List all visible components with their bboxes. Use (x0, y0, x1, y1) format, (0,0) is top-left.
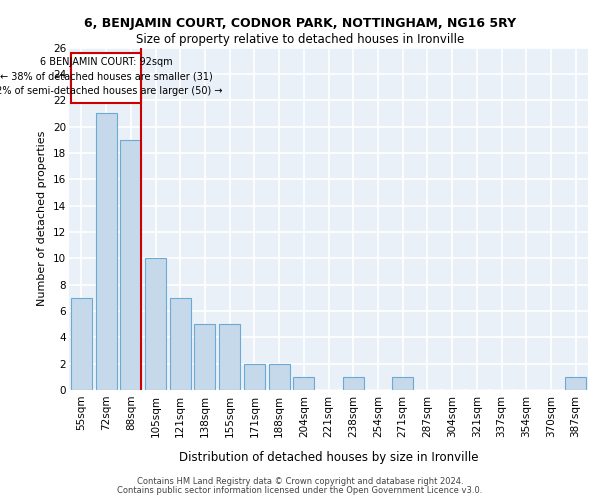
Bar (219, 324, 240, 390)
Bar (565, 377, 586, 390)
Bar (95, 114, 116, 390)
Bar (71, 298, 92, 390)
Bar (392, 377, 413, 390)
Bar (343, 377, 364, 390)
Bar (194, 324, 215, 390)
Text: Contains HM Land Registry data © Crown copyright and database right 2024.: Contains HM Land Registry data © Crown c… (137, 477, 463, 486)
Bar (120, 140, 141, 390)
Text: 6, BENJAMIN COURT, CODNOR PARK, NOTTINGHAM, NG16 5RY: 6, BENJAMIN COURT, CODNOR PARK, NOTTINGH… (84, 18, 516, 30)
X-axis label: Distribution of detached houses by size in Ironville: Distribution of detached houses by size … (179, 451, 478, 464)
Y-axis label: Number of detached properties: Number of detached properties (37, 131, 47, 306)
FancyBboxPatch shape (71, 53, 141, 103)
Bar (244, 364, 265, 390)
Text: ← 38% of detached houses are smaller (31): ← 38% of detached houses are smaller (31… (0, 71, 212, 81)
Bar (145, 258, 166, 390)
Bar (293, 377, 314, 390)
Bar (269, 364, 290, 390)
Text: Size of property relative to detached houses in Ironville: Size of property relative to detached ho… (136, 32, 464, 46)
Text: Contains public sector information licensed under the Open Government Licence v3: Contains public sector information licen… (118, 486, 482, 495)
Bar (170, 298, 191, 390)
Text: 6 BENJAMIN COURT: 92sqm: 6 BENJAMIN COURT: 92sqm (40, 56, 172, 66)
Text: 62% of semi-detached houses are larger (50) →: 62% of semi-detached houses are larger (… (0, 86, 223, 96)
